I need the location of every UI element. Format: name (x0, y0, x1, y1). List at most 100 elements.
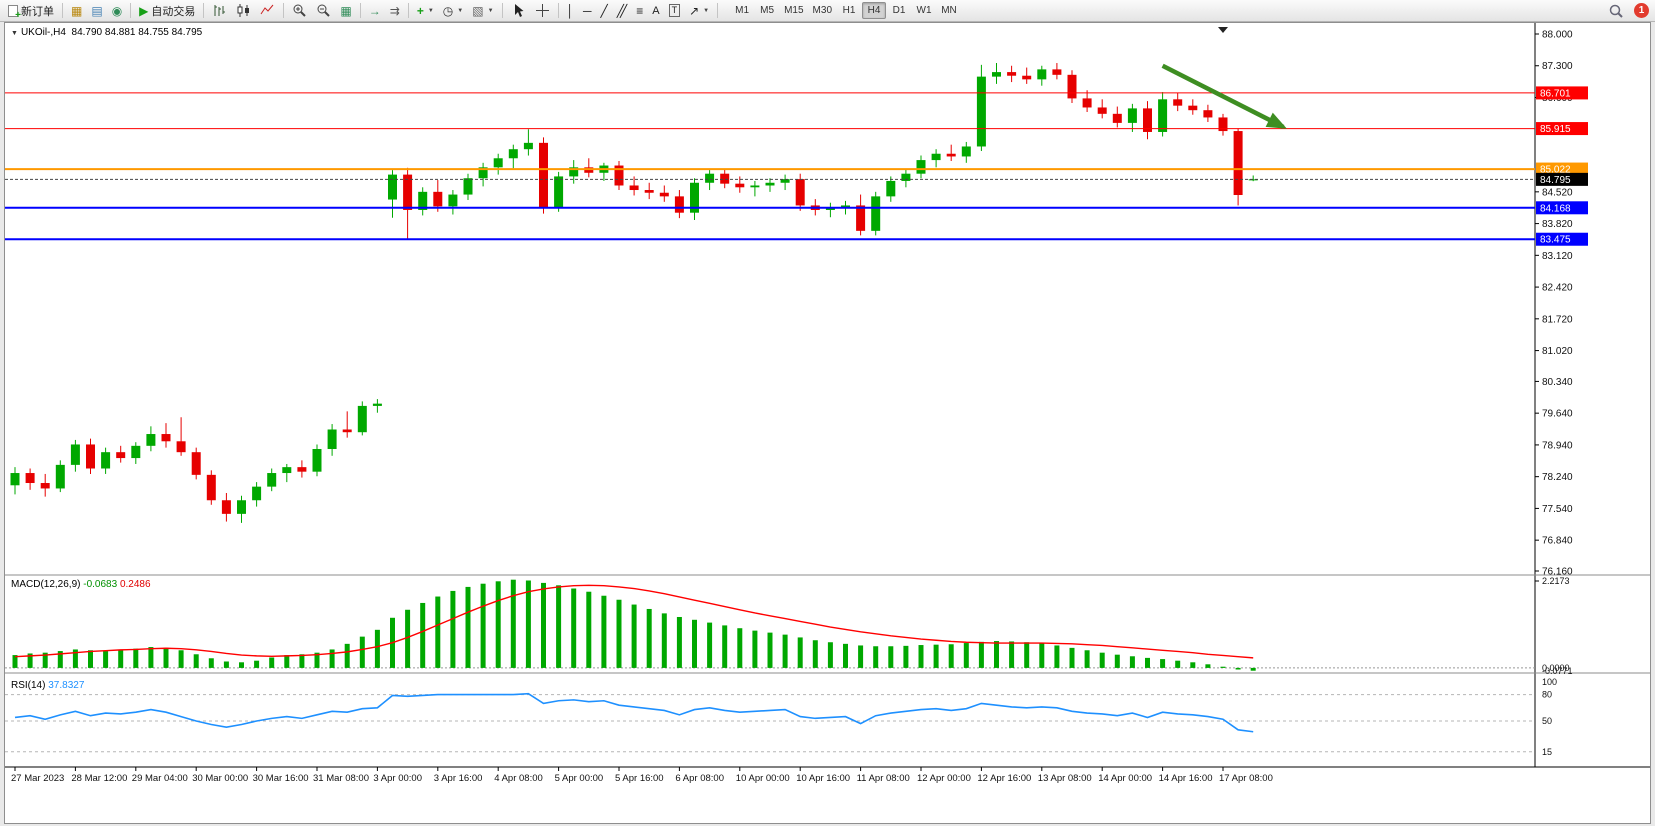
price-tick-label: 79.640 (1542, 409, 1573, 420)
price-axis[interactable]: 88.00087.30086.60084.52083.82083.12082.4… (1534, 23, 1573, 767)
macd-bar (329, 649, 335, 668)
candle-body (1248, 179, 1258, 181)
price-badge (1536, 201, 1588, 215)
timeframe-m5[interactable]: M5 (755, 2, 779, 19)
macd-bar (314, 652, 320, 668)
candle-body (1007, 72, 1017, 76)
svg-text:50: 50 (1542, 716, 1552, 726)
candle-body (1037, 69, 1047, 80)
candle-body (1097, 107, 1107, 114)
macd-bar (1114, 654, 1120, 668)
macd-bar (918, 645, 924, 668)
zoom-in-button[interactable] (288, 2, 311, 20)
fibonacci-button[interactable]: ≡ (632, 2, 647, 20)
time-axis[interactable]: 27 Mar 2023 28 Mar 12:00 29 Mar 04:00 30 Ma… (5, 766, 1650, 784)
macd-bar (903, 645, 909, 668)
crosshair-button[interactable] (531, 2, 554, 20)
timeframe-h1[interactable]: H1 (837, 2, 861, 19)
macd-bar (797, 637, 803, 668)
candle-body (720, 173, 730, 184)
candle-body (1188, 105, 1198, 111)
separator (130, 3, 132, 18)
line-chart-button[interactable] (256, 2, 279, 20)
vertical-line-button[interactable]: │ (563, 2, 579, 20)
macd-bar (994, 641, 999, 668)
text-label-icon: T (668, 4, 681, 17)
candle-body (1218, 117, 1228, 132)
macd-bar (978, 641, 984, 668)
timeframe-mn[interactable]: MN (937, 2, 961, 19)
time-tick-label: 14 Apr 16:00 (1159, 773, 1213, 784)
cursor-icon (514, 4, 524, 17)
candle-body (659, 192, 669, 197)
candlestick-chart-button[interactable] (232, 2, 255, 20)
crosshair-icon (535, 4, 549, 17)
channel-button[interactable]: ╱╱ (613, 2, 631, 20)
chart-shift-marker[interactable] (1218, 27, 1228, 33)
timeframe-m1[interactable]: M1 (730, 2, 754, 19)
timeframe-m30[interactable]: M30 (809, 2, 836, 19)
candle-body (795, 179, 805, 206)
data-window-button[interactable]: ▤ (87, 2, 106, 20)
search-button[interactable] (1604, 2, 1628, 20)
macd-bar (1175, 660, 1181, 668)
macd-bar (450, 590, 456, 668)
chart-menu-icon[interactable]: ▼ (11, 30, 18, 37)
candle-body (493, 158, 503, 168)
arrow-annotation[interactable] (1161, 63, 1287, 129)
tile-windows-button[interactable]: ▦ (336, 2, 355, 20)
candle-body (342, 429, 352, 433)
price-tick-label: 81.020 (1542, 346, 1573, 357)
time-tick-label: 5 Apr 00:00 (555, 773, 604, 784)
auto-trading-button[interactable]: ▶ 自动交易 (135, 2, 199, 20)
timeframe-m15[interactable]: M15 (780, 2, 807, 19)
candle-body (252, 486, 262, 501)
candle-body (237, 500, 246, 514)
macd-bar (193, 654, 199, 668)
notification-badge[interactable]: 1 (1634, 3, 1649, 18)
candle-body (1022, 75, 1032, 80)
candle-body (992, 72, 1001, 77)
market-watch-button[interactable]: ▦ (67, 2, 86, 20)
label-button[interactable]: T (665, 2, 685, 20)
candle-body (1233, 131, 1243, 196)
macd-bar (12, 655, 18, 668)
arrows-button[interactable]: ↗ ▼ (685, 2, 713, 20)
svg-text:86.701: 86.701 (1540, 88, 1571, 99)
data-window-icon: ▤ (91, 3, 103, 18)
macd-bar (1054, 645, 1060, 668)
candle-body (101, 452, 111, 469)
chart-canvas[interactable]: 88.00087.30086.60084.52083.82083.12082.4… (5, 23, 1650, 823)
timeframe-d1[interactable]: D1 (887, 2, 911, 19)
timeframe-h4[interactable]: H4 (862, 2, 886, 19)
bar-chart-button[interactable] (208, 2, 231, 20)
svg-text:84.795: 84.795 (1540, 175, 1571, 186)
rsi-line (14, 692, 1254, 733)
macd-bar (843, 643, 848, 668)
templates-button[interactable]: ▧ ▼ (468, 2, 497, 20)
zoom-out-button[interactable] (312, 2, 335, 20)
macd-bar (223, 661, 229, 668)
macd-bar (1039, 643, 1045, 668)
candle-body (70, 444, 80, 465)
candle-body (463, 178, 473, 195)
indicators-button[interactable]: + ▼ (413, 2, 438, 20)
auto-scroll-button[interactable]: → (365, 2, 385, 20)
periods-button[interactable]: ◷ ▼ (439, 2, 467, 20)
chevron-down-icon: ▼ (427, 7, 434, 14)
zoom-out-icon (317, 4, 331, 17)
timeframe-w1[interactable]: W1 (912, 2, 936, 19)
macd-bar (1220, 666, 1226, 668)
chart-window[interactable]: 88.00087.30086.60084.52083.82083.12082.4… (4, 22, 1651, 824)
separator (283, 3, 285, 18)
separator (501, 3, 503, 18)
trendline-button[interactable]: ╱ (597, 2, 612, 20)
candle-body (916, 160, 926, 174)
navigator-button[interactable]: ◉ (108, 2, 126, 20)
chart-shift-button[interactable]: ⇉ (386, 2, 404, 20)
text-button[interactable]: A (648, 2, 663, 20)
new-order-button[interactable]: + 新订单 (4, 2, 58, 21)
cursor-button[interactable] (507, 2, 530, 20)
price-badge (1536, 172, 1588, 186)
horizontal-line-button[interactable]: ─ (579, 2, 596, 20)
